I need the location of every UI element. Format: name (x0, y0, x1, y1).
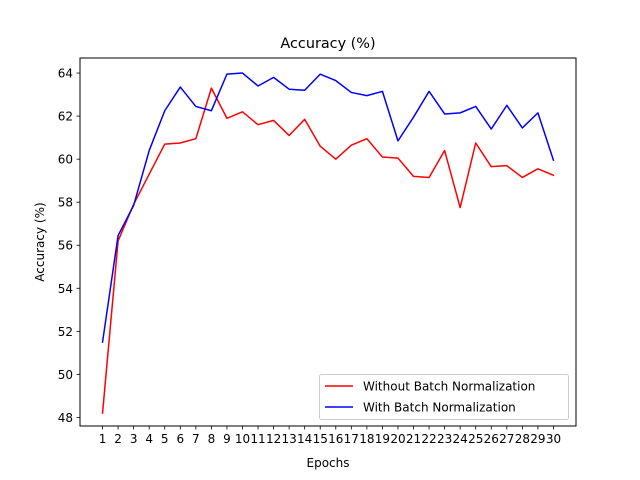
x-tick-label: 18 (359, 432, 374, 446)
x-axis-label: Epochs (307, 456, 350, 470)
x-tick-label: 10 (235, 432, 250, 446)
x-tick-label: 4 (145, 432, 153, 446)
x-tick-label: 2 (114, 432, 122, 446)
x-tick-label: 29 (530, 432, 545, 446)
x-tick-label: 19 (375, 432, 390, 446)
x-tick-label: 9 (223, 432, 231, 446)
x-tick-label: 25 (468, 432, 483, 446)
y-tick-label: 64 (58, 67, 73, 81)
x-tick-label: 14 (297, 432, 312, 446)
legend-frame (319, 374, 569, 420)
x-tick-label: 26 (484, 432, 499, 446)
y-tick-label: 62 (58, 110, 73, 124)
legend-label-without-bn: Without Batch Normalization (363, 380, 535, 394)
x-tick-label: 11 (250, 432, 265, 446)
legend: Without Batch Normalization With Batch N… (319, 374, 569, 420)
x-tick-label: 7 (192, 432, 200, 446)
x-tick-label: 15 (313, 432, 328, 446)
x-tick-label: 12 (266, 432, 281, 446)
y-axis-ticks: 48 50 52 54 56 58 60 62 64 (58, 67, 80, 425)
y-tick-label: 52 (58, 325, 73, 339)
x-tick-label: 17 (344, 432, 359, 446)
chart-title: Accuracy (%) (280, 36, 375, 52)
y-tick-label: 56 (58, 239, 73, 253)
legend-label-with-bn: With Batch Normalization (363, 401, 516, 415)
x-tick-label: 21 (406, 432, 421, 446)
x-tick-label: 28 (515, 432, 530, 446)
y-tick-label: 60 (58, 153, 73, 167)
x-tick-label: 1 (99, 432, 107, 446)
y-tick-label: 54 (58, 282, 73, 296)
plot-area-frame (79, 57, 577, 427)
x-tick-label: 3 (130, 432, 138, 446)
x-tick-label: 13 (281, 432, 296, 446)
y-axis-label: Accuracy (%) (33, 202, 47, 281)
y-tick-label: 50 (58, 368, 73, 382)
x-tick-label: 23 (437, 432, 452, 446)
series-line-with-bn (101, 72, 555, 343)
series-line-without-bn (101, 87, 555, 414)
x-tick-label: 6 (176, 432, 184, 446)
y-tick-label: 58 (58, 196, 73, 210)
x-tick-label: 5 (161, 432, 169, 446)
x-tick-label: 16 (328, 432, 343, 446)
x-axis-ticks: 1 2 3 4 5 6 7 8 9 10 11 12 13 14 15 16 17 18 19 20 21 22 23 24 2… (99, 426, 561, 446)
x-tick-label: 8 (208, 432, 216, 446)
series-lines (101, 72, 555, 414)
x-tick-label: 24 (453, 432, 468, 446)
x-tick-label: 27 (499, 432, 514, 446)
y-tick-label: 48 (58, 411, 73, 425)
x-tick-label: 20 (390, 432, 405, 446)
x-tick-label: 22 (421, 432, 436, 446)
x-tick-label: 30 (546, 432, 561, 446)
